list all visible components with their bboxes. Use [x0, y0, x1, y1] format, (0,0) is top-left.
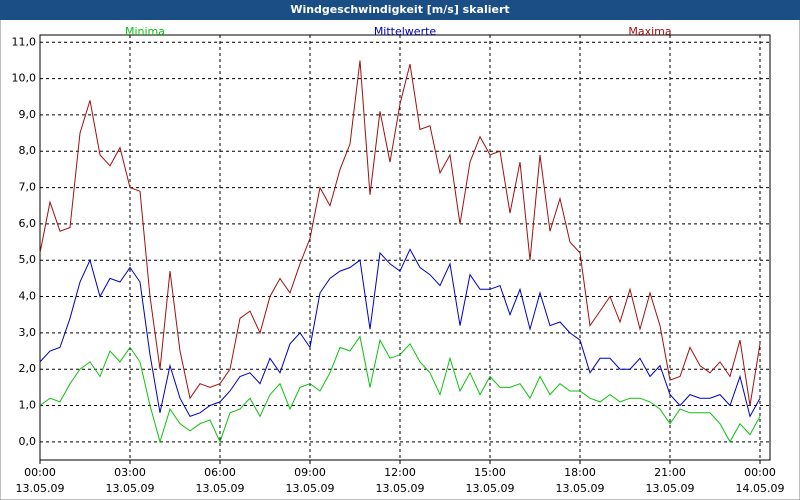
x-tick-label: 09:00: [294, 466, 326, 479]
legend-entry: Mittelwerte: [374, 25, 437, 38]
y-tick-label: 1,0: [19, 399, 37, 412]
x-tick-label: 18:00: [564, 466, 596, 479]
y-tick-label: 11,0: [12, 35, 37, 48]
chart-title: Windgeschwindigkeit [m/s] skaliert: [290, 3, 509, 16]
x-tick-date: 13.05.09: [16, 482, 65, 495]
x-tick-label: 12:00: [384, 466, 416, 479]
x-tick-date: 13.05.09: [376, 482, 425, 495]
x-tick-date: 13.05.09: [106, 482, 155, 495]
x-tick-date: 13.05.09: [646, 482, 695, 495]
y-tick-label: 3,0: [19, 326, 37, 339]
series-line: [39, 248, 761, 418]
x-tick-date: 13.05.09: [286, 482, 335, 495]
y-tick-label: 0,0: [19, 435, 37, 448]
x-tick-label: 06:00: [204, 466, 236, 479]
y-tick-label: 5,0: [19, 253, 37, 266]
legend-entry: Minima: [125, 25, 165, 38]
y-tick-label: 7,0: [19, 181, 37, 194]
y-tick-label: 4,0: [19, 290, 37, 303]
y-tick-label: 2,0: [19, 362, 37, 375]
x-tick-date: 14.05.09: [736, 482, 785, 495]
x-tick-date: 13.05.09: [196, 482, 245, 495]
legend-entry: Maxima: [628, 25, 671, 38]
x-tick-label: 00:00: [744, 466, 776, 479]
series-line: [39, 60, 761, 406]
plot-area: [39, 34, 771, 461]
y-tick-label: 9,0: [19, 108, 37, 121]
x-tick-date: 13.05.09: [466, 482, 515, 495]
series-line: [39, 335, 761, 444]
x-tick-label: 21:00: [654, 466, 686, 479]
x-tick-date: 13.05.09: [556, 482, 605, 495]
title-bar: [0, 0, 800, 20]
y-tick-label: 10,0: [12, 72, 37, 85]
x-tick-label: 03:00: [114, 466, 146, 479]
x-tick-label: 00:00: [24, 466, 56, 479]
x-tick-label: 15:00: [474, 466, 506, 479]
y-tick-label: 8,0: [19, 144, 37, 157]
y-tick-label: 6,0: [19, 217, 37, 230]
